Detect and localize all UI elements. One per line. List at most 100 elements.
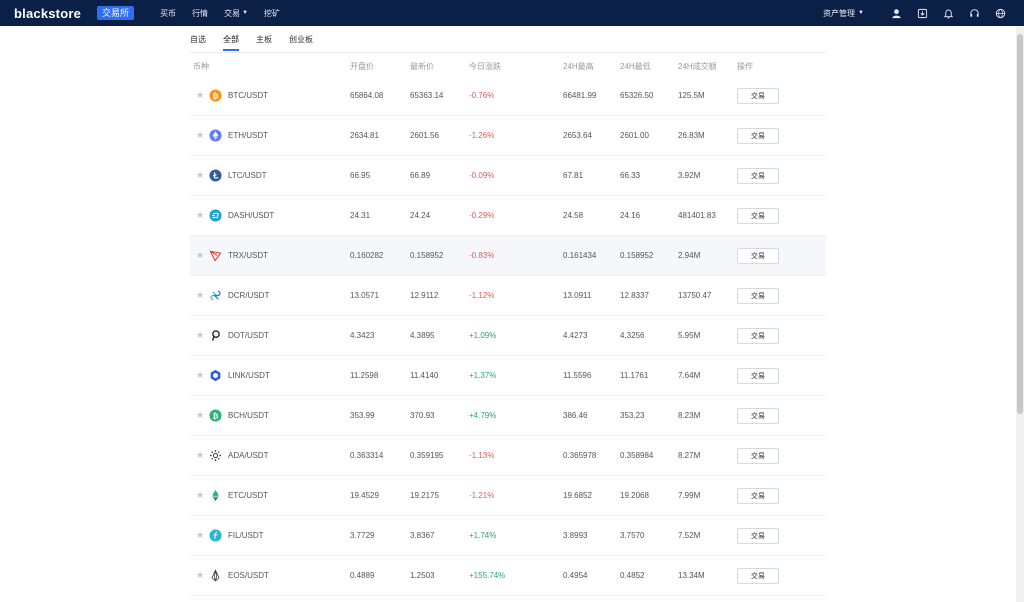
high-24h: 66481.99 — [563, 91, 597, 100]
nav-item-market[interactable]: 行情 — [192, 8, 208, 19]
coin-pair[interactable]: LINK/USDT — [228, 371, 270, 380]
user-icon[interactable] — [890, 7, 902, 19]
page-scrollbar[interactable] — [1016, 26, 1024, 602]
trade-button[interactable]: 交易 — [737, 167, 779, 184]
brand-logo[interactable]: blackstore — [14, 5, 82, 21]
trade-button[interactable]: 交易 — [737, 87, 779, 104]
low-24h: 353.23 — [620, 411, 645, 420]
table-row[interactable]: ★ TRX/USDT 0.160282 0.158952 -0.83% 0.16… — [190, 236, 826, 276]
table-row[interactable]: ★ ETH/USDT 2634.81 2601.56 -1.26% 2653.6… — [190, 116, 826, 156]
last-price: 2601.56 — [410, 131, 439, 140]
header-coin[interactable]: 币种 — [193, 61, 209, 71]
open-price: 353.99 — [350, 411, 375, 420]
download-icon[interactable] — [916, 7, 928, 19]
table-row[interactable]: ★ DOT/USDT 4.3423 4.3895 +1.09% 4.4273 4… — [190, 316, 826, 356]
table-row[interactable]: ★ ₿ BCH/USDT 353.99 370.93 +4.79% 386.46… — [190, 396, 826, 436]
exchange-badge-button[interactable]: 交易所 — [97, 6, 135, 20]
star-icon[interactable]: ★ — [196, 330, 205, 340]
table-row[interactable]: ★ DASH/USDT 24.31 24.24 -0.29% 24.58 24.… — [190, 196, 826, 236]
header-actions: 资产管理 ▼ — [823, 7, 1006, 19]
last-price: 11.4140 — [410, 371, 439, 380]
table-row[interactable]: ★ ETC/USDT 19.4529 19.2175 -1.21% 19.685… — [190, 476, 826, 516]
trade-button[interactable]: 交易 — [737, 447, 779, 464]
trade-button[interactable]: 交易 — [737, 247, 779, 264]
table-row[interactable]: ★ LINK/USDT 11.2598 11.4140 +1.37% 11.55… — [190, 356, 826, 396]
last-price: 12.9112 — [410, 291, 439, 300]
coin-pair[interactable]: TRX/USDT — [228, 251, 268, 260]
trade-button[interactable]: 交易 — [737, 287, 779, 304]
star-icon[interactable]: ★ — [196, 410, 205, 420]
tab-growth-board[interactable]: 创业板 — [289, 35, 313, 44]
star-icon[interactable]: ★ — [196, 490, 205, 500]
trade-button[interactable]: 交易 — [737, 127, 779, 144]
star-icon[interactable]: ★ — [196, 90, 205, 100]
bell-icon[interactable] — [942, 7, 954, 19]
nav-label: 行情 — [192, 8, 209, 18]
table-row[interactable]: ★ ₿ BTC/USDT 65864.08 65363.14 -0.76% 66… — [190, 76, 826, 116]
coin-pair[interactable]: ETH/USDT — [228, 131, 268, 140]
trade-button[interactable]: 交易 — [737, 207, 779, 224]
globe-icon[interactable] — [994, 7, 1006, 19]
nav-item-mining[interactable]: 挖矿 — [264, 8, 280, 19]
coin-pair[interactable]: BTC/USDT — [228, 91, 268, 100]
coin-pair[interactable]: DASH/USDT — [228, 211, 275, 220]
ltc-icon — [209, 169, 222, 182]
header-last[interactable]: 最新价 — [410, 61, 434, 71]
header-change[interactable]: 今日涨跌 — [469, 61, 501, 71]
trade-button[interactable]: 交易 — [737, 327, 779, 344]
trade-button[interactable]: 交易 — [737, 527, 779, 544]
daily-change: -0.09% — [469, 171, 495, 180]
coin-pair[interactable]: FIL/USDT — [228, 531, 264, 540]
header-low[interactable]: 24H最低 — [620, 61, 651, 71]
table-row[interactable]: ★ DCR/USDT 13.0571 12.9112 -1.12% 13.091… — [190, 276, 826, 316]
coin-pair[interactable]: DOT/USDT — [228, 331, 269, 340]
star-icon[interactable]: ★ — [196, 250, 205, 260]
action-cell: 交易 — [737, 527, 786, 544]
star-icon[interactable]: ★ — [196, 210, 205, 220]
open-price: 2634.81 — [350, 131, 379, 140]
coin-pair[interactable]: LTC/USDT — [228, 171, 267, 180]
trade-button[interactable]: 交易 — [737, 407, 779, 424]
scrollbar-thumb[interactable] — [1017, 34, 1023, 414]
daily-change: +1.09% — [469, 331, 497, 340]
volume-24h: 13.34M — [678, 571, 705, 580]
coin-pair[interactable]: EOS/USDT — [228, 571, 269, 580]
tab-favorites[interactable]: 自选 — [190, 35, 206, 44]
asset-management-menu[interactable]: 资产管理 ▼ — [823, 8, 864, 19]
trade-button[interactable]: 交易 — [737, 567, 779, 584]
action-cell: 交易 — [737, 167, 786, 184]
coin-cell: ★ EOS/USDT — [190, 569, 350, 582]
nav-item-trade[interactable]: 交易 ▼ — [224, 8, 248, 19]
coin-pair[interactable]: DCR/USDT — [228, 291, 270, 300]
table-row[interactable]: ★ FIL/USDT 3.7729 3.8367 +1.74% 3.8993 3… — [190, 516, 826, 556]
volume-24h: 26.83M — [678, 131, 705, 140]
table-row[interactable]: ★ ADA/USDT 0.363314 0.359195 -1.13% 0.36… — [190, 436, 826, 476]
table-row[interactable]: ★ LTC/USDT 66.95 66.89 -0.09% 67.81 66.3… — [190, 156, 826, 196]
nav-item-buy[interactable]: 买币 — [160, 8, 176, 19]
coin-pair[interactable]: ADA/USDT — [228, 451, 269, 460]
header-open[interactable]: 开盘价 — [350, 61, 374, 71]
daily-change: -1.12% — [469, 291, 495, 300]
star-icon[interactable]: ★ — [196, 290, 205, 300]
star-icon[interactable]: ★ — [196, 130, 205, 140]
header-volume[interactable]: 24H成交额 — [678, 61, 717, 71]
star-icon[interactable]: ★ — [196, 450, 205, 460]
star-icon[interactable]: ★ — [196, 570, 205, 580]
trade-button[interactable]: 交易 — [737, 367, 779, 384]
asset-management-label: 资产管理 — [823, 8, 856, 18]
open-price: 19.4529 — [350, 491, 379, 500]
low-24h: 66.33 — [620, 171, 641, 180]
trx-icon — [209, 249, 222, 262]
coin-pair[interactable]: ETC/USDT — [228, 491, 268, 500]
table-row[interactable]: ★ EOS/USDT 0.4889 1.2503 +155.74% 0.4954… — [190, 556, 826, 596]
coin-pair[interactable]: BCH/USDT — [228, 411, 269, 420]
star-icon[interactable]: ★ — [196, 170, 205, 180]
star-icon[interactable]: ★ — [196, 370, 205, 380]
tab-all[interactable]: 全部 — [223, 30, 239, 51]
headset-icon[interactable] — [968, 7, 980, 19]
trade-button[interactable]: 交易 — [737, 487, 779, 504]
star-icon[interactable]: ★ — [196, 530, 205, 540]
tab-main-board[interactable]: 主板 — [256, 35, 272, 44]
header-high[interactable]: 24H最高 — [563, 61, 594, 71]
high-24h: 4.4273 — [563, 331, 588, 340]
